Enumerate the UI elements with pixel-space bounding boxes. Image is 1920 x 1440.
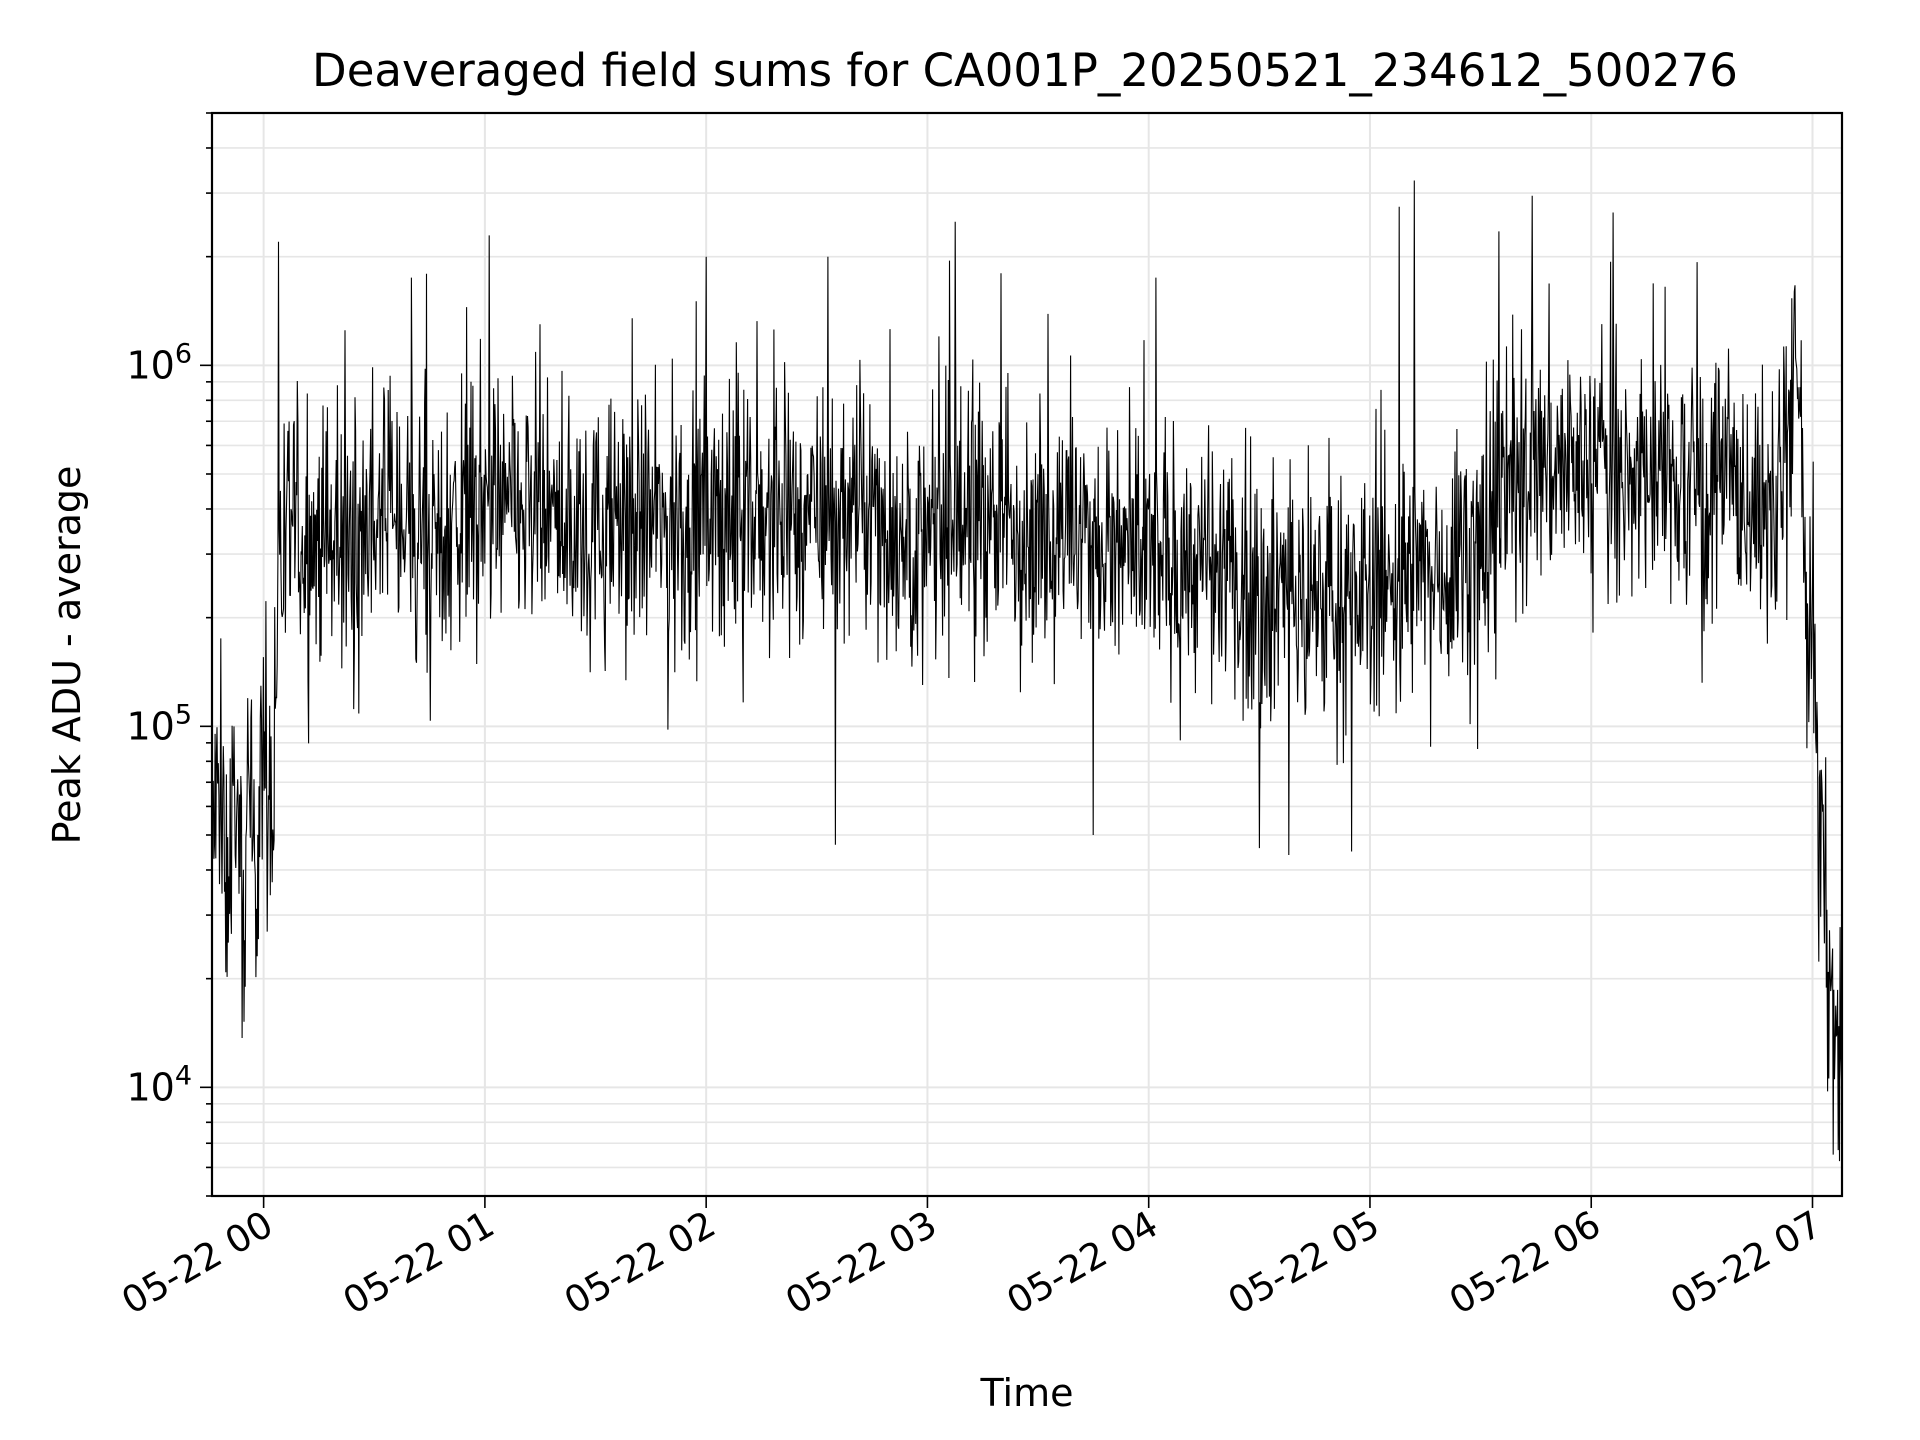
plot-area-frame: [210, 111, 1844, 1198]
y-tick-label: 104: [126, 1060, 192, 1109]
chart-title: Deaveraged field sums for CA001P_2025052…: [312, 44, 1738, 97]
series-line: [211, 180, 1843, 1162]
y-tick-label: 105: [126, 699, 192, 748]
x-axis-label: Time: [980, 1371, 1074, 1415]
y-axis: 104 105 106: [126, 112, 212, 1197]
y-axis-label: Peak ADU - average: [45, 466, 89, 845]
data-line-layer: [211, 180, 1843, 1162]
y-tick-label: 106: [126, 338, 192, 387]
